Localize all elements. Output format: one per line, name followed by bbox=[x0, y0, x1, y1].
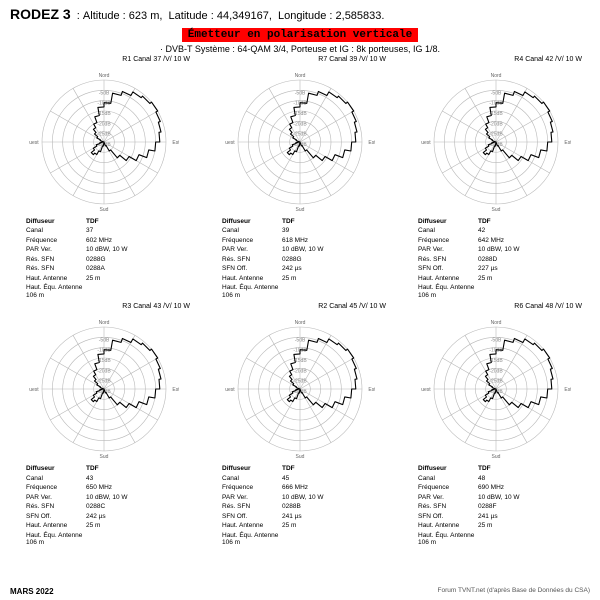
svg-text:Ouest: Ouest bbox=[225, 140, 235, 146]
svg-text:Nord: Nord bbox=[99, 73, 110, 79]
polarization-banner: Émetteur en polarisation verticale bbox=[10, 24, 590, 42]
polar-cell-1: R7 Canal 39 /V/ 10 W-5dB-10dB-15dB-20dB-… bbox=[206, 56, 394, 301]
svg-text:Est: Est bbox=[368, 387, 375, 393]
svg-text:Sud: Sud bbox=[296, 207, 305, 213]
svg-text:-20dB: -20dB bbox=[489, 121, 503, 127]
footer: MARS 2022 Forum TVNT.net (d'après Base d… bbox=[10, 587, 590, 596]
svg-text:Sud: Sud bbox=[492, 207, 501, 213]
station-name: RODEZ 3 bbox=[10, 6, 71, 22]
chart-info-table: DiffuseurTDFCanal43Fréquence650 MHzPAR V… bbox=[10, 462, 198, 548]
svg-text:-20dB: -20dB bbox=[293, 121, 307, 127]
svg-text:Ouest: Ouest bbox=[29, 387, 39, 393]
svg-text:Sud: Sud bbox=[492, 454, 501, 460]
svg-text:Ouest: Ouest bbox=[29, 140, 39, 146]
banner-text: Émetteur en polarisation verticale bbox=[182, 28, 418, 42]
polar-cell-0: R1 Canal 37 /V/ 10 W-5dB-10dB-15dB-20dB-… bbox=[10, 56, 198, 301]
polar-cell-3: R3 Canal 43 /V/ 10 W-5dB-10dB-15dB-20dB-… bbox=[10, 303, 198, 548]
footer-source: Forum TVNT.net (d'après Base de Données … bbox=[438, 587, 591, 594]
svg-text:Est: Est bbox=[564, 387, 571, 393]
chart-info-table: DiffuseurTDFCanal37Fréquence602 MHzPAR V… bbox=[10, 215, 198, 301]
footer-date: MARS 2022 bbox=[10, 587, 54, 596]
svg-text:Sud: Sud bbox=[100, 207, 109, 213]
svg-text:-5dB: -5dB bbox=[99, 338, 110, 344]
svg-text:Nord: Nord bbox=[491, 320, 502, 326]
svg-text:Ouest: Ouest bbox=[225, 387, 235, 393]
chart-title: R1 Canal 37 /V/ 10 W bbox=[122, 56, 198, 65]
svg-text:Ouest: Ouest bbox=[421, 387, 431, 393]
svg-text:Nord: Nord bbox=[295, 320, 306, 326]
svg-text:-20dB: -20dB bbox=[97, 121, 111, 127]
svg-text:Nord: Nord bbox=[491, 73, 502, 79]
chart-title: R4 Canal 42 /V/ 10 W bbox=[514, 56, 590, 65]
system-line: · DVB-T Système : 64-QAM 3/4, Porteuse e… bbox=[10, 44, 590, 54]
chart-title: R2 Canal 45 /V/ 10 W bbox=[318, 303, 394, 312]
svg-text:Est: Est bbox=[564, 140, 571, 146]
chart-info-table: DiffuseurTDFCanal39Fréquence618 MHzPAR V… bbox=[206, 215, 394, 301]
polar-grid: R1 Canal 37 /V/ 10 W-5dB-10dB-15dB-20dB-… bbox=[10, 56, 590, 548]
svg-text:Sud: Sud bbox=[100, 454, 109, 460]
svg-text:Est: Est bbox=[172, 140, 179, 146]
header-line-1: RODEZ 3 : Altitude : 623 m, Latitude : 4… bbox=[10, 6, 590, 22]
svg-text:Nord: Nord bbox=[99, 320, 110, 326]
svg-text:-20dB: -20dB bbox=[293, 369, 307, 375]
svg-text:-5dB: -5dB bbox=[295, 338, 306, 344]
svg-text:-20dB: -20dB bbox=[489, 369, 503, 375]
polar-cell-2: R4 Canal 42 /V/ 10 W-5dB-10dB-15dB-20dB-… bbox=[402, 56, 590, 301]
chart-title: R7 Canal 39 /V/ 10 W bbox=[318, 56, 394, 65]
chart-title: R6 Canal 48 /V/ 10 W bbox=[514, 303, 590, 312]
svg-text:Est: Est bbox=[368, 140, 375, 146]
svg-text:-5dB: -5dB bbox=[491, 90, 502, 96]
svg-text:-5dB: -5dB bbox=[491, 338, 502, 344]
svg-text:Ouest: Ouest bbox=[421, 140, 431, 146]
svg-text:-20dB: -20dB bbox=[97, 369, 111, 375]
polar-cell-5: R6 Canal 48 /V/ 10 W-5dB-10dB-15dB-20dB-… bbox=[402, 303, 590, 548]
chart-info-table: DiffuseurTDFCanal45Fréquence666 MHzPAR V… bbox=[206, 462, 394, 548]
svg-text:Sud: Sud bbox=[296, 454, 305, 460]
svg-text:-5dB: -5dB bbox=[295, 90, 306, 96]
chart-info-table: DiffuseurTDFCanal48Fréquence690 MHzPAR V… bbox=[402, 462, 590, 548]
polar-cell-4: R2 Canal 45 /V/ 10 W-5dB-10dB-15dB-20dB-… bbox=[206, 303, 394, 548]
chart-title: R3 Canal 43 /V/ 10 W bbox=[122, 303, 198, 312]
chart-info-table: DiffuseurTDFCanal42Fréquence642 MHzPAR V… bbox=[402, 215, 590, 301]
svg-text:Nord: Nord bbox=[295, 73, 306, 79]
svg-text:Est: Est bbox=[172, 387, 179, 393]
svg-text:-5dB: -5dB bbox=[99, 90, 110, 96]
